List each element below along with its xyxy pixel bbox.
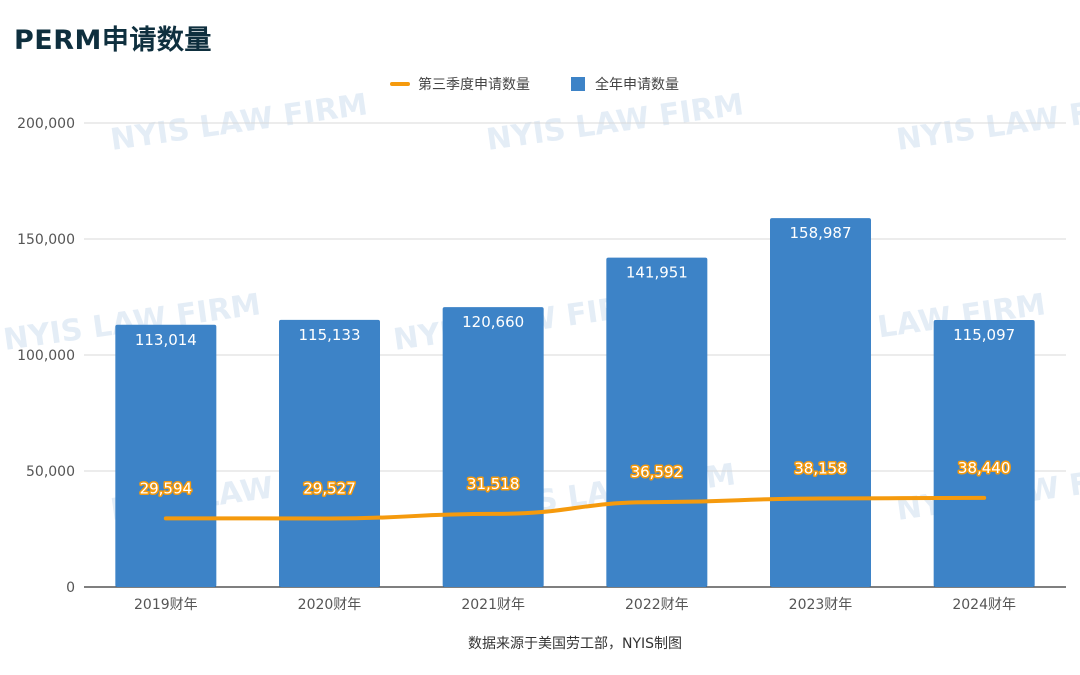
bar: [933, 319, 1035, 587]
legend: 第三季度申请数量 全年申请数量: [390, 76, 679, 93]
x-tick-label: 2021财年: [461, 597, 525, 613]
y-tick-label: 150,000: [17, 232, 75, 248]
legend-bar-swatch: [571, 77, 585, 91]
bar: [115, 324, 217, 587]
line-series: 29,594 29,527 31,518 36,592 38,158 38,440: [138, 457, 1012, 521]
grid-lines: [84, 122, 1066, 588]
line-value-label: 31,518: [467, 475, 520, 493]
x-axis: 2019财年 2020财年 2021财年 2022财年 2023财年 2024财年: [134, 597, 1016, 613]
source-note: 数据来源于美国劳工部，NYIS制图: [468, 636, 682, 652]
bar: [770, 218, 871, 588]
bar-value-label: 141,951: [626, 264, 688, 282]
bar-value-label: 113,014: [135, 331, 197, 349]
bar: [606, 257, 708, 587]
line-value-label: 38,440: [958, 459, 1011, 477]
x-tick-label: 2020财年: [298, 597, 362, 613]
legend-label-bar: 全年申请数量: [595, 76, 679, 93]
y-tick-label: 0: [66, 580, 75, 596]
x-tick-label: 2019财年: [134, 597, 198, 613]
bar: [279, 319, 380, 587]
line-value-label: 29,527: [303, 479, 356, 497]
bar: [442, 307, 544, 587]
line-path: [163, 495, 987, 521]
x-tick-label: 2023财年: [789, 597, 853, 613]
bar-series: 113,014 115,133 120,660 141,951 158,987 115,0…: [115, 218, 1035, 588]
line-value-label: 29,594: [140, 479, 193, 497]
bar-value-label: 120,660: [462, 313, 524, 331]
y-tick-label: 100,000: [17, 348, 75, 364]
y-tick-label: 200,000: [17, 116, 75, 132]
y-axis: 0 50,000 100,000 150,000 200,000: [17, 116, 75, 596]
x-tick-label: 2024财年: [952, 597, 1016, 613]
line-value-label: 36,592: [631, 463, 684, 481]
bar-value-label: 158,987: [789, 224, 851, 242]
bar-value-label: 115,133: [298, 326, 360, 344]
x-tick-label: 2022财年: [625, 597, 689, 613]
chart-title: PERM申请数量: [14, 25, 212, 56]
y-tick-label: 50,000: [26, 464, 75, 480]
bar-value-label: 115,097: [953, 326, 1015, 344]
legend-label-line: 第三季度申请数量: [418, 76, 530, 93]
line-value-label: 38,158: [794, 459, 847, 477]
